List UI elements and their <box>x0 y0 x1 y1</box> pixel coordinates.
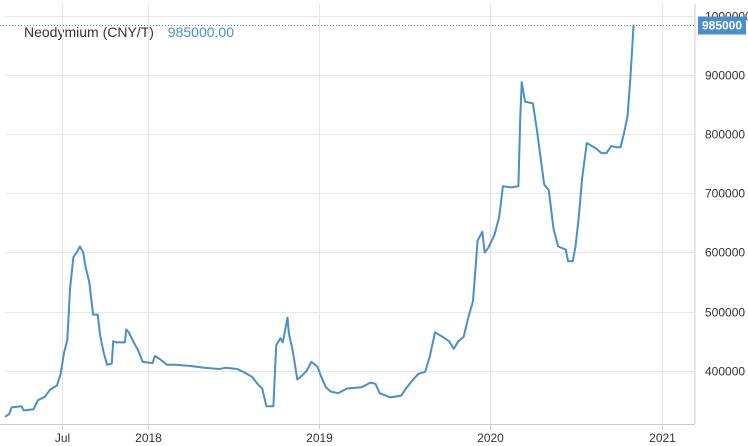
x-tick-label: 2019 <box>306 431 333 445</box>
x-tick-label: 2018 <box>135 431 162 445</box>
last-value-badge <box>698 16 746 35</box>
x-tick-label: 2021 <box>649 431 676 445</box>
y-tick-label: 400000 <box>705 365 745 379</box>
legend-label: Neodymium (CNY/T) <box>24 24 154 40</box>
chart-legend: Neodymium (CNY/T) 985000.00 <box>24 24 234 40</box>
last-value-label: 985000 <box>702 19 742 33</box>
y-tick-label: 700000 <box>705 187 745 201</box>
y-tick-label: 600000 <box>705 246 745 260</box>
y-tick-label: 900000 <box>705 69 745 83</box>
series-line <box>4 24 635 418</box>
legend-value: 985000.00 <box>167 24 234 40</box>
y-tick-label: 800000 <box>705 128 745 142</box>
x-tick-label: 2020 <box>477 431 504 445</box>
x-tick-label: Jul <box>55 431 70 445</box>
y-tick-label: 500000 <box>705 306 745 320</box>
